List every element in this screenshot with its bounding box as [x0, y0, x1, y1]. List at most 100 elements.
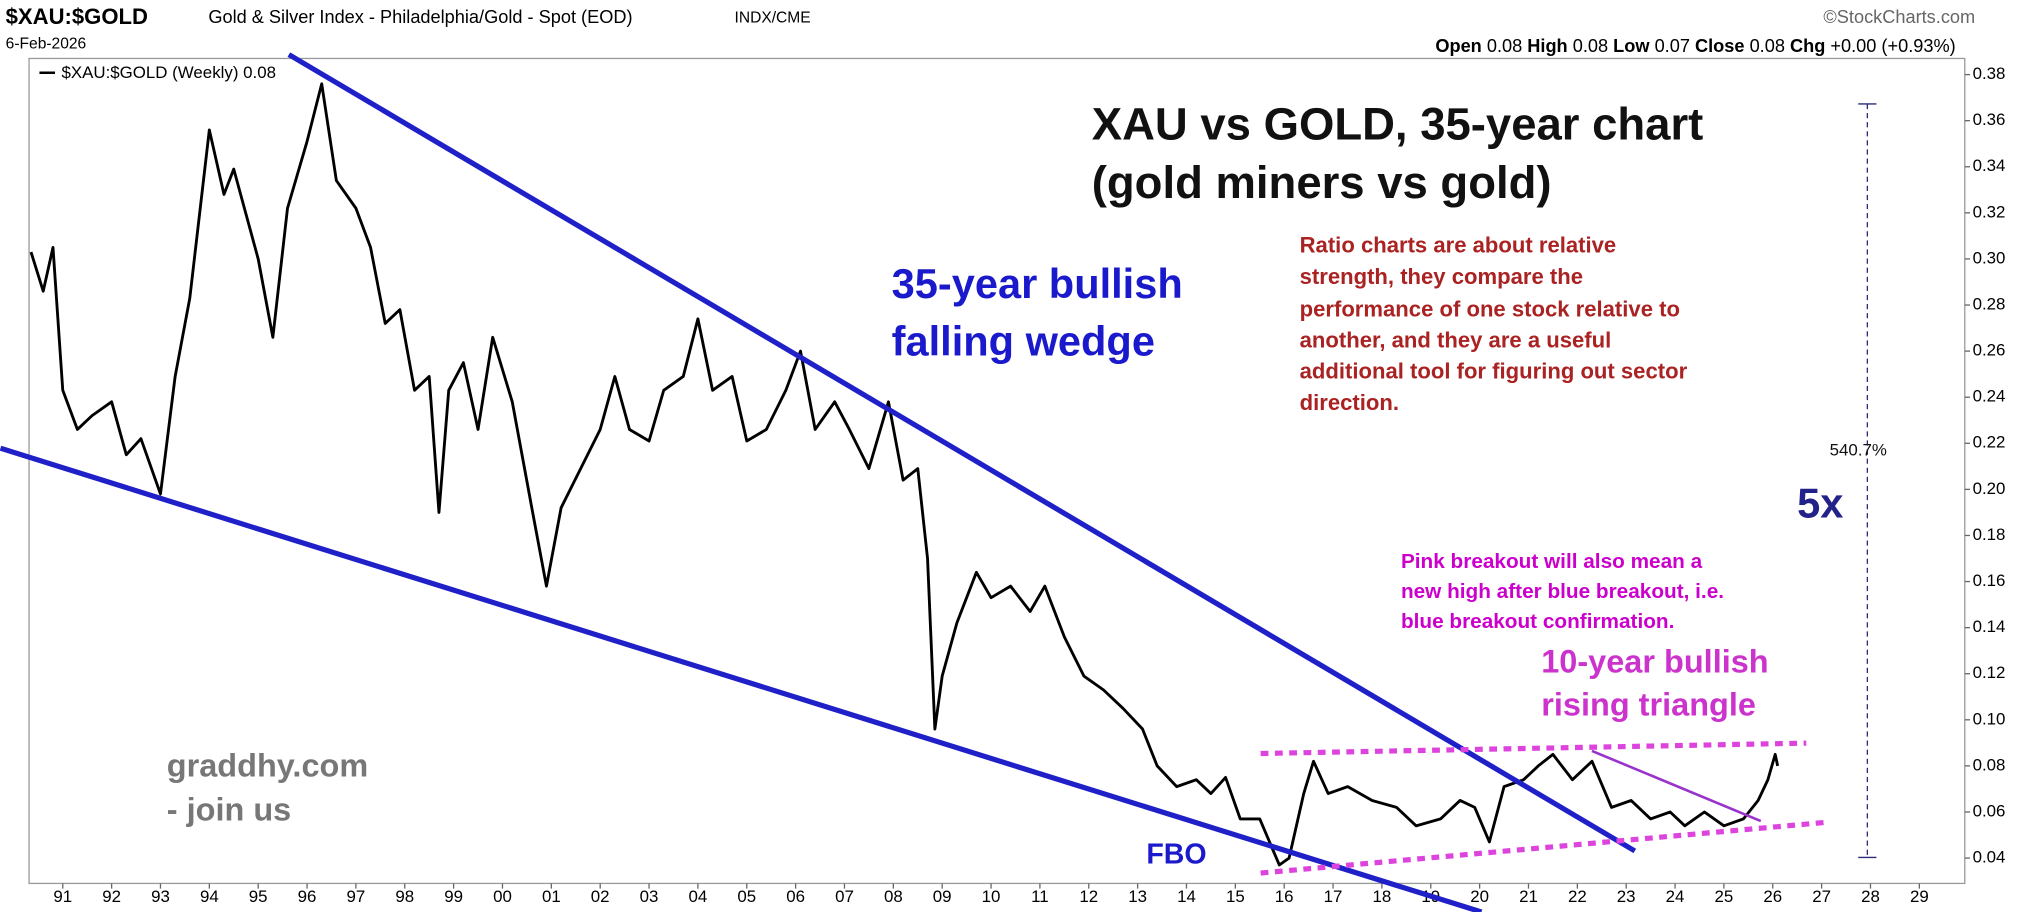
marks: 0.04 0.06 0.08 0.10 0.12 0.14 0.16 0.18 0.20 0.22…	[29, 64, 2006, 906]
x-tick-label: 01	[542, 887, 561, 906]
x-tick-label: 03	[640, 887, 659, 906]
annotation-title: (gold miners vs gold)	[1092, 157, 1552, 208]
y-tick-label: 0.14	[1973, 617, 2006, 636]
y-tick-label: 0.04	[1973, 848, 2006, 867]
price-line	[29, 82, 1780, 867]
x-tick-label: 20	[1470, 887, 1489, 906]
ohlc: Open 0.08 High 0.08 Low 0.07 Close 0.08 …	[1435, 36, 1955, 56]
close: 0.08	[1750, 36, 1785, 56]
y-tick-label: 0.22	[1973, 433, 2006, 452]
open: 0.08	[1487, 36, 1522, 56]
chg-label: Chg	[1790, 36, 1825, 56]
x-tick-label: 27	[1812, 887, 1831, 906]
x-tick-label: 98	[395, 887, 414, 906]
legend: $XAU:$GOLD (Weekly) 0.08	[62, 64, 276, 83]
y-tick-label: 0.30	[1973, 248, 2006, 267]
high-label: High	[1527, 36, 1567, 56]
y-tick-label: 0.06	[1973, 801, 2006, 820]
description: Gold & Silver Index - Philadelphia/Gold …	[208, 7, 632, 27]
x-tick-label: 29	[1910, 887, 1929, 906]
symbol: $XAU:$GOLD	[6, 4, 148, 29]
x-tick-label: 00	[493, 887, 512, 906]
x-tick-label: 99	[444, 887, 463, 906]
annotation-wedge: 35-year bullish	[892, 260, 1183, 307]
y-tick-label: 0.12	[1973, 663, 2006, 682]
y-tick-label: 0.28	[1973, 294, 2006, 313]
y-tick-label: 0.38	[1973, 64, 2006, 83]
x-tick-label: 97	[347, 887, 366, 906]
x-tick-label: 21	[1519, 887, 1538, 906]
legend-value: 0.08	[243, 64, 276, 83]
close-label: Close	[1695, 36, 1745, 56]
y-tick-label: 0.26	[1973, 341, 2006, 360]
x-tick-label: 09	[933, 887, 952, 906]
annotation-note: Ratio charts are about relative	[1300, 233, 1617, 258]
x-tick-label: 07	[835, 887, 854, 906]
annotation-pink: Pink breakout will also mean a	[1401, 550, 1703, 573]
x-tick-label: 05	[737, 887, 756, 906]
triangle-lower	[1260, 819, 1827, 876]
x-tick-label: 12	[1079, 887, 1098, 906]
annotation-fbo: FBO	[1146, 839, 1206, 871]
x-tick-label: 16	[1275, 887, 1294, 906]
x-tick-label: 22	[1568, 887, 1587, 906]
purple-line	[1591, 749, 1762, 823]
x-tick-label: 96	[298, 887, 317, 906]
x-tick-label: 17	[1324, 887, 1343, 906]
x-tick-label: 94	[200, 887, 219, 906]
chg: +0.00 (+0.93%)	[1830, 36, 1955, 56]
legend-label: $XAU:$GOLD (Weekly)	[62, 64, 239, 83]
y-tick-label: 0.32	[1973, 202, 2006, 221]
annotation-note: direction.	[1300, 390, 1399, 415]
x-tick-label: 06	[786, 887, 805, 906]
annotation-title: XAU vs GOLD, 35-year chart	[1092, 98, 1704, 149]
x-tick-label: 23	[1617, 887, 1636, 906]
exchange: INDX/CME	[734, 9, 810, 26]
annotation-promo: - join us	[167, 792, 291, 828]
annotation-measure: 540.7%	[1830, 440, 1887, 459]
x-tick-label: 04	[689, 887, 708, 906]
high: 0.08	[1573, 36, 1608, 56]
open-label: Open	[1435, 36, 1481, 56]
y-tick-label: 0.10	[1973, 709, 2006, 728]
y-tick-label: 0.24	[1973, 387, 2006, 406]
low: 0.07	[1655, 36, 1690, 56]
y-tick-label: 0.34	[1973, 156, 2006, 175]
annotation-promo: graddhy.com	[167, 747, 368, 783]
y-tick-label: 0.36	[1973, 110, 2006, 129]
annotation-note: performance of one stock relative to	[1300, 296, 1680, 321]
x-tick-label: 14	[1177, 887, 1196, 906]
y-tick-label: 0.20	[1973, 479, 2006, 498]
annotation-multiple: 5x	[1797, 480, 1843, 527]
annotation-pink: new high after blue breakout, i.e.	[1401, 580, 1724, 603]
date: 6-Feb-2026	[6, 35, 87, 52]
wedge-upper	[287, 52, 1637, 854]
y-tick-label: 0.16	[1973, 571, 2006, 590]
x-tick-label: 02	[591, 887, 610, 906]
annotation-note: additional tool for figuring out sector	[1300, 359, 1688, 384]
x-tick-label: 11	[1031, 887, 1049, 906]
x-tick-label: 26	[1763, 887, 1782, 906]
x-tick-label: 18	[1373, 887, 1392, 906]
annotation-wedge: falling wedge	[892, 317, 1155, 364]
annotation-note: strength, they compare the	[1300, 264, 1583, 289]
annotation-pink: blue breakout confirmation.	[1401, 610, 1674, 633]
low-label: Low	[1613, 36, 1650, 56]
y-tick-label: 0.08	[1973, 755, 2006, 774]
x-tick-label: 15	[1226, 887, 1245, 906]
x-tick-label: 24	[1666, 887, 1685, 906]
triangle-upper	[1260, 740, 1807, 757]
annotation-triangle: 10-year bullish	[1541, 643, 1768, 679]
wedge-lower	[0, 445, 1483, 912]
x-tick-label: 91	[53, 887, 72, 906]
x-tick-label: 25	[1715, 887, 1734, 906]
x-tick-label: 95	[249, 887, 268, 906]
x-tick-label: 13	[1128, 887, 1147, 906]
x-tick-label: 92	[102, 887, 121, 906]
y-tick-label: 0.18	[1973, 525, 2006, 544]
x-tick-label: 08	[884, 887, 903, 906]
x-tick-label: 93	[151, 887, 170, 906]
source: ©StockCharts.com	[1823, 7, 1975, 27]
